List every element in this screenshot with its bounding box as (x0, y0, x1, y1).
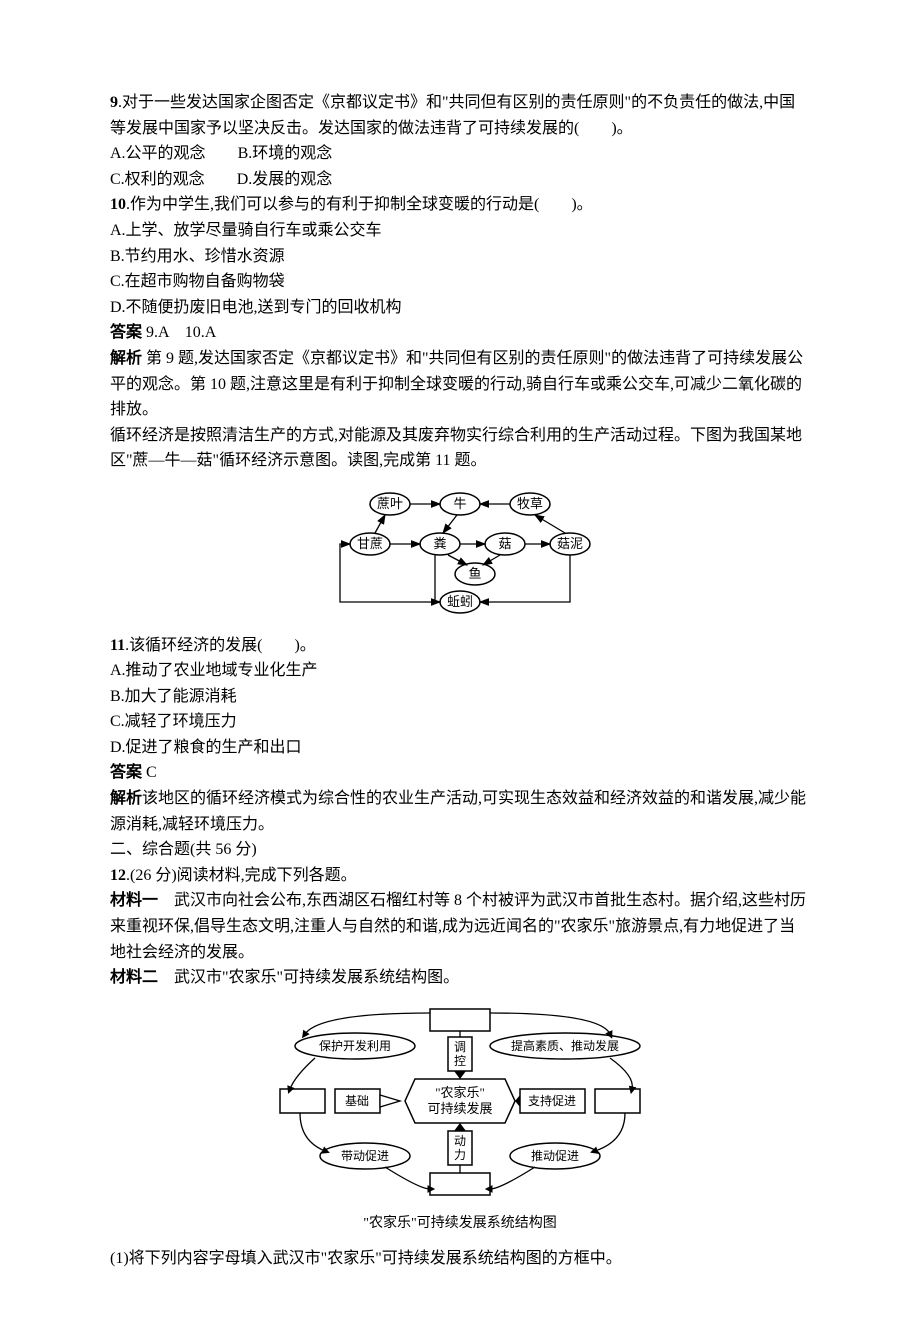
explain-text-11: 该地区的循环经济模式为综合性的农业生产活动,可实现生态效益和经济效益的和谐发展,… (110, 790, 806, 833)
svg-text:基础: 基础 (345, 1094, 369, 1108)
q9-optC: C.权利的观念 (110, 171, 205, 188)
material1-label: 材料一 (110, 892, 158, 909)
svg-text:力: 力 (454, 1148, 466, 1162)
intro-11: 循环经济是按照清洁生产的方式,对能源及其废弃物实行综合利用的生产活动过程。下图为… (110, 423, 810, 474)
svg-text:"农家乐": "农家乐" (435, 1085, 485, 1100)
q10-optB: B.节约用水、珍惜水资源 (110, 244, 810, 270)
q9-opts-ab: A.公平的观念 B.环境的观念 (110, 141, 810, 167)
q11-stem: .该循环经济的发展( )。 (125, 637, 316, 654)
explain-label-11: 解析 (110, 790, 142, 807)
q12-material2: 材料二 武汉市"农家乐"可持续发展系统结构图。 (110, 965, 810, 991)
svg-text:保护开发利用: 保护开发利用 (319, 1038, 391, 1053)
q11-line1: 11.该循环经济的发展( )。 (110, 633, 810, 659)
svg-text:推动促进: 推动促进 (531, 1149, 579, 1163)
explain-11: 解析该地区的循环经济模式为综合性的农业生产活动,可实现生态效益和经济效益的和谐发… (110, 786, 810, 837)
q12-sub1: (1)将下列内容字母填入武汉市"农家乐"可持续发展系统结构图的方框中。 (110, 1246, 810, 1272)
svg-text:动: 动 (454, 1134, 466, 1148)
q11-optB: B.加大了能源消耗 (110, 684, 810, 710)
svg-text:菇: 菇 (498, 536, 511, 551)
q10-num: 10 (110, 196, 126, 213)
answer-11: 答案 C (110, 760, 810, 786)
q9-line1: 9.对于一些发达国家企图否定《京都议定书》和"共同但有区别的责任原则"的不负责任… (110, 90, 810, 141)
q12-material1: 材料一 武汉市向社会公布,东西湖区石榴红村等 8 个村被评为武汉市首批生态村。据… (110, 888, 810, 965)
diagram-circular-economy: 蔗叶 牛 牧草甘蔗 粪 菇 菇泥鱼蚯蚓 (110, 484, 810, 623)
explain-9-10: 解析 第 9 题,发达国家否定《京都议定书》和"共同但有区别的责任原则"的做法违… (110, 346, 810, 423)
q9-num: 9 (110, 94, 118, 111)
svg-text:粪: 粪 (433, 536, 446, 551)
svg-text:菇泥: 菇泥 (557, 536, 583, 551)
answer-label-11: 答案 (110, 764, 142, 781)
svg-text:牛: 牛 (453, 496, 466, 511)
explain-text: 第 9 题,发达国家否定《京都议定书》和"共同但有区别的责任原则"的做法违背了可… (110, 350, 803, 418)
q10-optC: C.在超市购物自备购物袋 (110, 269, 810, 295)
answer-text: 9.A 10.A (142, 324, 216, 341)
svg-text:带动促进: 带动促进 (341, 1149, 389, 1163)
q12-num: 12 (110, 867, 126, 884)
svg-text:支持促进: 支持促进 (528, 1093, 576, 1108)
diagram-sustainable-system: "农家乐"可持续发展 调控动力 保护开发利用 提高素质、推动发展带动促进 推动促进 基础 支… (110, 1001, 810, 1236)
svg-text:甘蔗: 甘蔗 (357, 536, 383, 551)
q11-optD: D.促进了粮食的生产和出口 (110, 735, 810, 761)
answer-text-11: C (142, 764, 157, 781)
diagram2-caption: "农家乐"可持续发展系统结构图 (110, 1213, 810, 1235)
q12-line1: 12.(26 分)阅读材料,完成下列各题。 (110, 863, 810, 889)
q11-optA: A.推动了农业地域专业化生产 (110, 658, 810, 684)
svg-text:提高素质、推动发展: 提高素质、推动发展 (511, 1038, 619, 1053)
q9-opts-cd: C.权利的观念 D.发展的观念 (110, 167, 810, 193)
q9-optA: A.公平的观念 (110, 145, 206, 162)
q11-num: 11 (110, 637, 125, 654)
material2-text: 武汉市"农家乐"可持续发展系统结构图。 (158, 969, 459, 986)
q9-optD: D.发展的观念 (237, 171, 333, 188)
q10-optA: A.上学、放学尽量骑自行车或乘公交车 (110, 218, 810, 244)
q10-stem: .作为中学生,我们可以参与的有利于抑制全球变暖的行动是( )。 (126, 196, 593, 213)
answer-label: 答案 (110, 324, 142, 341)
svg-text:鱼: 鱼 (468, 566, 481, 581)
q10-line1: 10.作为中学生,我们可以参与的有利于抑制全球变暖的行动是( )。 (110, 192, 810, 218)
answer-9-10: 答案 9.A 10.A (110, 320, 810, 346)
svg-text:控: 控 (454, 1054, 466, 1068)
q9-optB: B.环境的观念 (238, 145, 333, 162)
section-2-title: 二、综合题(共 56 分) (110, 837, 810, 863)
material2-label: 材料二 (110, 969, 158, 986)
svg-text:可持续发展: 可持续发展 (427, 1101, 492, 1116)
q9-stem: .对于一些发达国家企图否定《京都议定书》和"共同但有区别的责任原则"的不负责任的… (110, 94, 795, 137)
material1-text: 武汉市向社会公布,东西湖区石榴红村等 8 个村被评为武汉市首批生态村。据介绍,这… (110, 892, 806, 960)
svg-text:牧草: 牧草 (517, 496, 543, 511)
q10-optD: D.不随便扔废旧电池,送到专门的回收机构 (110, 295, 810, 321)
svg-text:蚯蚓: 蚯蚓 (447, 594, 473, 609)
explain-label: 解析 (110, 350, 142, 367)
svg-text:调: 调 (454, 1040, 466, 1054)
svg-text:蔗叶: 蔗叶 (377, 496, 403, 511)
q12-stem: .(26 分)阅读材料,完成下列各题。 (126, 867, 357, 884)
q11-optC: C.减轻了环境压力 (110, 709, 810, 735)
